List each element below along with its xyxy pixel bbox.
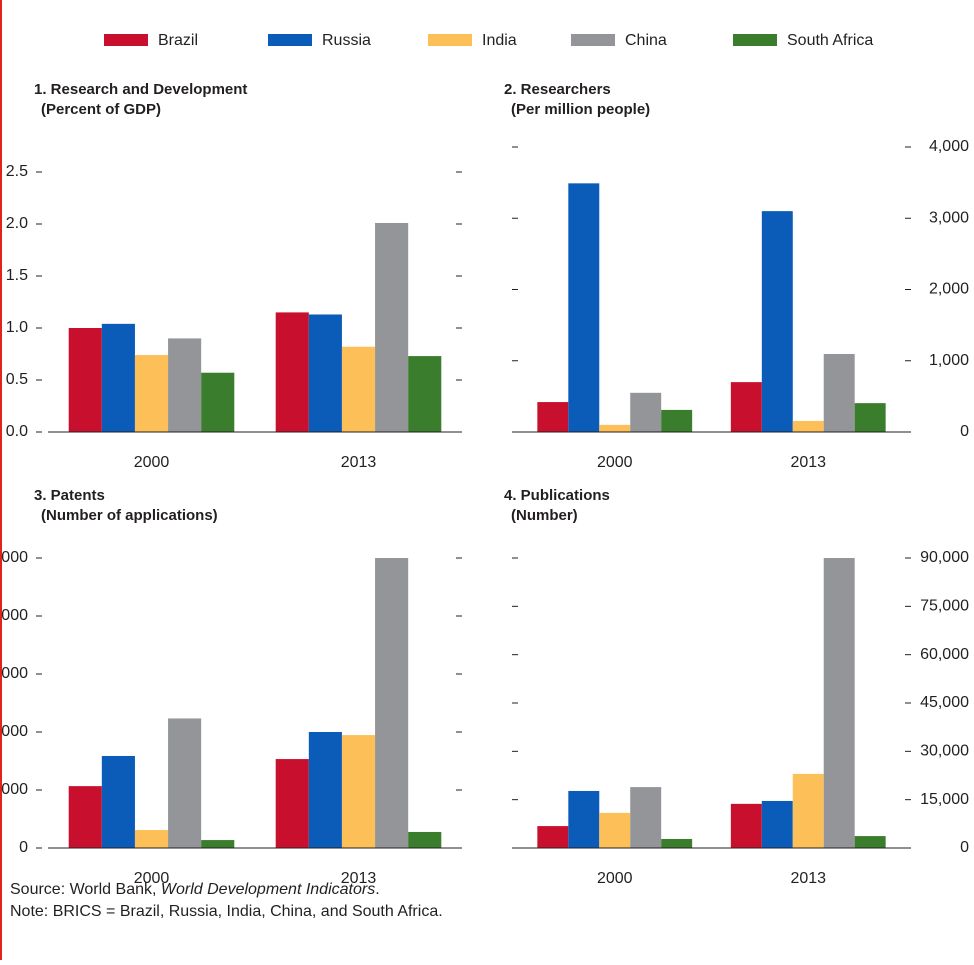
legend-label: Russia	[322, 32, 371, 49]
y-tick-label: 1,000	[929, 352, 969, 369]
source-prefix: Source: World Bank,	[10, 881, 161, 898]
x-tick-label: 2013	[790, 454, 826, 471]
bar	[275, 759, 309, 848]
source-suffix: .	[375, 881, 379, 898]
bar	[661, 409, 693, 432]
y-tick-label: 30,000	[0, 781, 28, 798]
bar	[408, 356, 442, 432]
bar	[168, 338, 202, 432]
bar	[201, 840, 235, 848]
bar	[792, 420, 824, 432]
y-tick-label: 0.0	[6, 423, 28, 440]
bar	[168, 718, 202, 848]
x-tick-label: 2000	[597, 870, 633, 887]
legend-swatch	[104, 34, 148, 46]
bar	[201, 372, 235, 432]
bar	[134, 830, 169, 848]
y-tick-label: 2.5	[6, 163, 28, 180]
y-tick-label: 0.5	[6, 371, 28, 388]
y-tick-label: 0	[19, 839, 28, 856]
bar	[854, 836, 886, 848]
y-tick-label: 0	[960, 423, 969, 440]
y-tick-label: 15,000	[920, 791, 969, 808]
y-tick-label: 75,000	[920, 598, 969, 615]
y-tick-label: 0	[960, 839, 969, 856]
legend-label: India	[482, 32, 517, 49]
bar	[275, 312, 309, 432]
bar	[341, 346, 376, 432]
y-tick-label: 45,000	[920, 694, 969, 711]
bar	[730, 382, 762, 432]
panel-title: 3. Patents	[34, 487, 105, 504]
panel-title: 1. Research and Development	[34, 81, 247, 98]
panel-title: 2. Researchers	[504, 81, 611, 98]
y-tick-label: 150,000	[0, 549, 28, 566]
legend-swatch	[428, 34, 472, 46]
bar	[630, 787, 662, 848]
bar	[630, 392, 662, 432]
bar	[537, 826, 569, 848]
bar	[308, 732, 342, 848]
bar	[730, 803, 762, 848]
side-rule	[0, 0, 2, 960]
x-tick-label: 2013	[341, 870, 377, 887]
bar	[375, 222, 409, 432]
panel-subtitle: (Percent of GDP)	[41, 101, 161, 118]
y-tick-label: 90,000	[920, 549, 969, 566]
y-tick-label: 2.0	[6, 215, 28, 232]
bar	[408, 831, 442, 848]
y-tick-label: 2,000	[929, 281, 969, 298]
bar	[68, 328, 102, 432]
bar	[599, 812, 631, 848]
bar	[792, 773, 824, 848]
legend-swatch	[268, 34, 312, 46]
bar	[341, 735, 376, 848]
x-tick-label: 2000	[134, 454, 170, 471]
bar	[854, 403, 886, 432]
panel-title: 4. Publications	[504, 487, 610, 504]
bar	[134, 355, 169, 432]
bar	[568, 183, 600, 432]
x-tick-label: 2000	[134, 870, 170, 887]
panel-subtitle: (Per million people)	[511, 101, 650, 118]
panel-subtitle: (Number)	[511, 507, 578, 524]
y-tick-label: 1.0	[6, 319, 28, 336]
x-tick-label: 2000	[597, 454, 633, 471]
y-tick-label: 1.5	[6, 267, 28, 284]
y-tick-label: 4,000	[929, 138, 969, 155]
bar	[101, 755, 135, 848]
bar	[761, 800, 793, 848]
legend-label: Brazil	[158, 32, 198, 49]
bar	[661, 838, 693, 848]
x-tick-label: 2013	[790, 870, 826, 887]
source: Source: World Bank, World Development In…	[10, 881, 380, 898]
legend-label: China	[625, 32, 667, 49]
y-tick-label: 120,000	[0, 607, 28, 624]
legend-swatch	[733, 34, 777, 46]
bar	[568, 790, 600, 848]
bar	[68, 786, 102, 848]
legend-swatch	[571, 34, 615, 46]
source-title: World Development Indicators	[161, 881, 375, 898]
y-tick-label: 60,000	[0, 723, 28, 740]
panel-subtitle: (Number of applications)	[41, 507, 218, 524]
legend-label: South Africa	[787, 32, 873, 49]
bar	[823, 558, 855, 848]
bar	[308, 314, 342, 432]
bar	[761, 211, 793, 432]
note: Note: BRICS = Brazil, Russia, India, Chi…	[10, 903, 443, 920]
bar	[823, 353, 855, 432]
y-tick-label: 90,000	[0, 665, 28, 682]
x-tick-label: 2013	[341, 454, 377, 471]
y-tick-label: 3,000	[929, 209, 969, 226]
y-tick-label: 60,000	[920, 646, 969, 663]
bar	[101, 323, 135, 432]
bar	[375, 558, 409, 848]
bar	[537, 402, 569, 432]
y-tick-label: 30,000	[920, 743, 969, 760]
bar	[599, 424, 631, 432]
